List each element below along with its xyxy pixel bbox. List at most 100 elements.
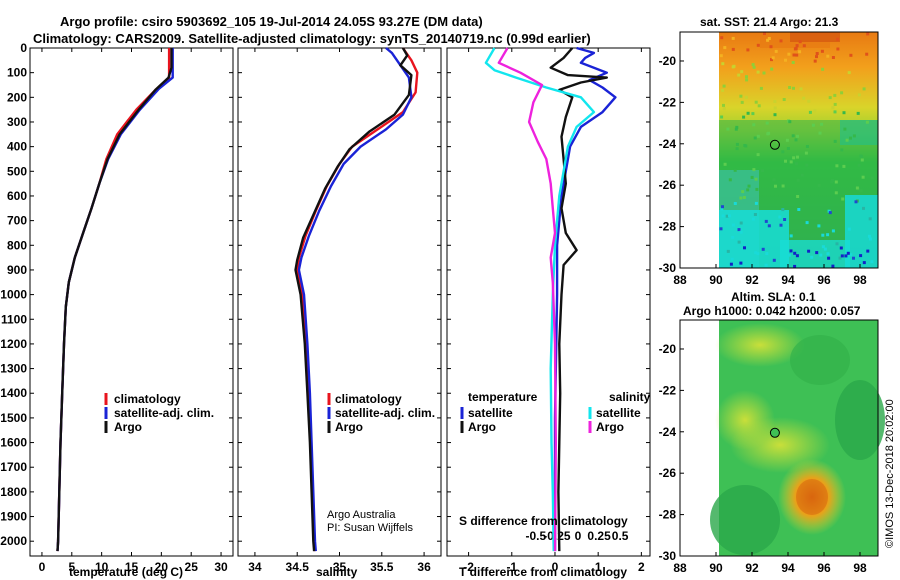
timestamp-stamp: ©IMOS 13-Dec-2018 20:02:00 xyxy=(884,399,896,548)
sst-pixel xyxy=(826,233,830,237)
sst-pixel xyxy=(847,71,851,75)
sst-pixel xyxy=(761,247,765,251)
sst-pixel xyxy=(722,103,725,107)
map-x-tick-label: 98 xyxy=(853,561,867,575)
map-y-tick-label: -26 xyxy=(659,466,677,480)
sst-pixel xyxy=(795,254,799,258)
x-tick-label: 36 xyxy=(417,560,431,574)
sst-pixel xyxy=(788,86,792,89)
argo-position-marker xyxy=(769,427,780,438)
sst-pixel xyxy=(867,234,871,238)
sst-pixel xyxy=(786,147,790,150)
temperature-x-axis: 0 5 10 15 20 25 30 xyxy=(39,48,228,574)
sst-pixel xyxy=(726,249,730,253)
sst-pixel xyxy=(767,224,771,228)
sst-pixel xyxy=(756,252,760,256)
sst-pixel xyxy=(840,148,844,152)
map-x-tick-label: 94 xyxy=(781,273,795,287)
sst-pixel xyxy=(866,249,870,253)
sst-pixel xyxy=(815,55,818,59)
s-tick-label: -0.5 xyxy=(526,529,547,543)
sst-pixel xyxy=(793,251,797,255)
sst-pixel xyxy=(747,184,751,188)
sst-pixel xyxy=(795,44,799,48)
x-tick-label: 34 xyxy=(248,560,262,574)
sst-pixel xyxy=(792,156,796,160)
sst-pixel xyxy=(733,202,737,205)
sst-pixel xyxy=(779,223,783,227)
sst-pixel xyxy=(839,246,843,250)
sst-pixel xyxy=(739,196,743,200)
depth-axis: 0 100 200 300 400 500 600 700 800 900 1000 1100 1200… xyxy=(0,41,233,548)
sst-pixel xyxy=(735,142,739,146)
sst-pixel xyxy=(757,104,761,108)
temperature-series xyxy=(56,48,174,552)
legend-satellite-label: satellite-adj. clim. xyxy=(335,406,435,420)
sst-pixel xyxy=(865,120,869,124)
sst-pixel xyxy=(791,134,795,138)
sst-pixel xyxy=(826,54,830,58)
sst-pixel xyxy=(831,264,835,268)
sst-pixel xyxy=(807,99,811,103)
sst-pixel xyxy=(742,196,746,199)
sst-pixel xyxy=(754,177,758,181)
sst-pixel xyxy=(772,178,776,182)
sst-pixel xyxy=(740,100,744,104)
sst-pixel xyxy=(842,164,846,168)
sst-pixel xyxy=(857,163,861,167)
sst-pixel xyxy=(752,65,756,69)
depth-tick-label: 1500 xyxy=(0,411,27,425)
sst-pixel xyxy=(733,168,737,172)
sst-pixel xyxy=(767,131,771,135)
sst-pixel xyxy=(805,145,809,148)
sla-map-panel: Altim. SLA: 0.1 Argo h1000: 0.042 h2000:… xyxy=(659,290,885,575)
sst-pixel xyxy=(744,95,748,99)
sst-pixel xyxy=(789,234,793,238)
sst-pixel xyxy=(817,224,821,228)
sst-pixel xyxy=(723,46,727,50)
series-line-s-satellite xyxy=(484,47,596,552)
sst-pixel xyxy=(813,109,817,113)
sst-pixel xyxy=(750,175,754,179)
map-x-tick-label: 88 xyxy=(673,273,687,287)
sst-pixel xyxy=(756,153,760,157)
x-tick-label: 0 xyxy=(39,560,46,574)
map-x-tick-label: 94 xyxy=(781,561,795,575)
depth-tick-label: 100 xyxy=(7,66,27,80)
sst-pixel xyxy=(731,65,735,69)
sst-pixel xyxy=(831,56,835,59)
map-x-tick-label: 98 xyxy=(853,273,867,287)
legend-argo-label: Argo xyxy=(335,420,363,434)
sst-pixel xyxy=(774,184,777,188)
sst-pixel xyxy=(796,134,799,138)
sst-pixel xyxy=(737,228,741,232)
sst-pixel xyxy=(798,40,802,44)
sst-pixel xyxy=(735,147,739,151)
sst-pixel xyxy=(811,123,815,127)
figure-title-line1: Argo profile: csiro 5903692_105 19-Jul-2… xyxy=(60,14,483,29)
depth-tick-label: 0 xyxy=(20,41,27,55)
sst-pixel xyxy=(774,49,778,53)
sst-pixel xyxy=(771,56,775,60)
x-tick-label: 0 xyxy=(552,560,559,574)
salinity-xlabel: salinity xyxy=(316,565,358,579)
sst-pixel xyxy=(737,73,741,77)
sst-pixel xyxy=(833,93,837,97)
sst-pixel xyxy=(751,112,755,116)
depth-tick-label: 200 xyxy=(7,90,27,104)
sst-pixel xyxy=(756,43,760,47)
sst-pixel xyxy=(745,75,748,79)
sst-pixel xyxy=(835,242,839,246)
sst-pixel xyxy=(862,87,866,91)
legend-climatology-label: climatology xyxy=(335,392,402,406)
sst-pixel xyxy=(847,227,851,231)
difference-legend: temperature salinity satellite Argo sate… xyxy=(460,390,651,434)
sst-pixel xyxy=(754,201,758,205)
sst-pixel xyxy=(734,127,738,131)
sst-pixel xyxy=(756,134,760,138)
s-tick-label: -0.25 xyxy=(543,529,571,543)
sla-map-frame xyxy=(679,319,879,557)
depth-tick-label: 800 xyxy=(7,238,27,252)
sst-pixel xyxy=(741,190,745,194)
depth-tick-label: 300 xyxy=(7,115,27,129)
